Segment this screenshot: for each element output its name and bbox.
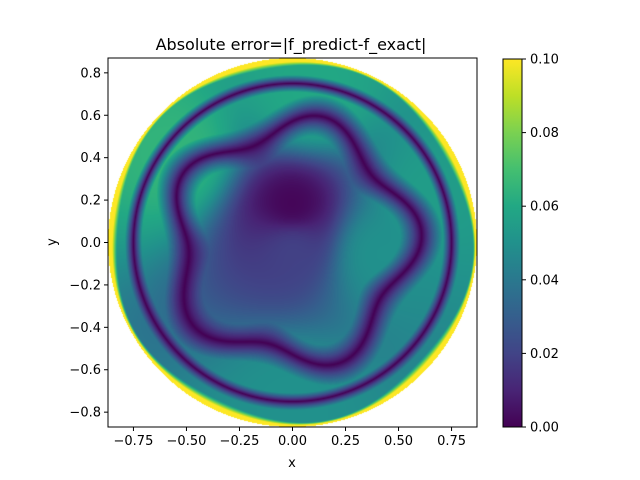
x-tick-label: −0.50	[167, 434, 207, 449]
x-axis-ticks: −0.75 −0.50 −0.25 0.00 0.25 0.50 0.75	[114, 427, 466, 449]
y-tick-label: 0.8	[80, 66, 101, 81]
x-tick-label: 0.00	[278, 434, 307, 449]
y-axis-ticks: −0.8 −0.6 −0.4 −0.2 0.0 0.2 0.4 0.6 0.8	[69, 66, 108, 421]
y-tick-label: −0.6	[69, 363, 101, 378]
y-tick-label: 0.4	[80, 151, 101, 166]
x-tick-label: −0.25	[220, 434, 260, 449]
x-tick-label: 0.75	[437, 434, 466, 449]
colorbar-tick-label: 0.06	[530, 200, 559, 215]
chart-title: Absolute error=|f_predict-f_exact|	[156, 35, 427, 55]
y-tick-label: −0.4	[69, 321, 101, 336]
colorbar-tick-label: 0.02	[530, 347, 559, 362]
colorbar-gradient	[503, 59, 522, 427]
y-axis-label: y	[45, 238, 60, 246]
colorbar-tick-label: 0.10	[530, 53, 559, 68]
y-tick-label: 0.6	[80, 109, 101, 124]
colorbar-ticks: 0.00 0.02 0.04 0.06 0.08 0.10	[522, 53, 559, 436]
colorbar-tick-label: 0.08	[530, 126, 559, 141]
colorbar-frame	[502, 58, 523, 428]
error-heatmap	[108, 58, 477, 427]
x-tick-label: 0.25	[331, 434, 360, 449]
y-tick-label: −0.8	[69, 406, 101, 421]
y-tick-label: 0.2	[80, 194, 101, 209]
x-tick-label: −0.75	[114, 434, 154, 449]
x-tick-label: 0.50	[384, 434, 413, 449]
plot-area	[107, 57, 478, 428]
y-tick-label: −0.2	[69, 278, 101, 293]
colorbar: 0.00 0.02 0.04 0.06 0.08 0.10	[502, 53, 559, 436]
colorbar-tick-label: 0.00	[530, 421, 559, 436]
x-axis-label: x	[288, 456, 296, 471]
colorbar-tick-label: 0.04	[530, 273, 559, 288]
y-tick-label: 0.0	[80, 236, 101, 251]
